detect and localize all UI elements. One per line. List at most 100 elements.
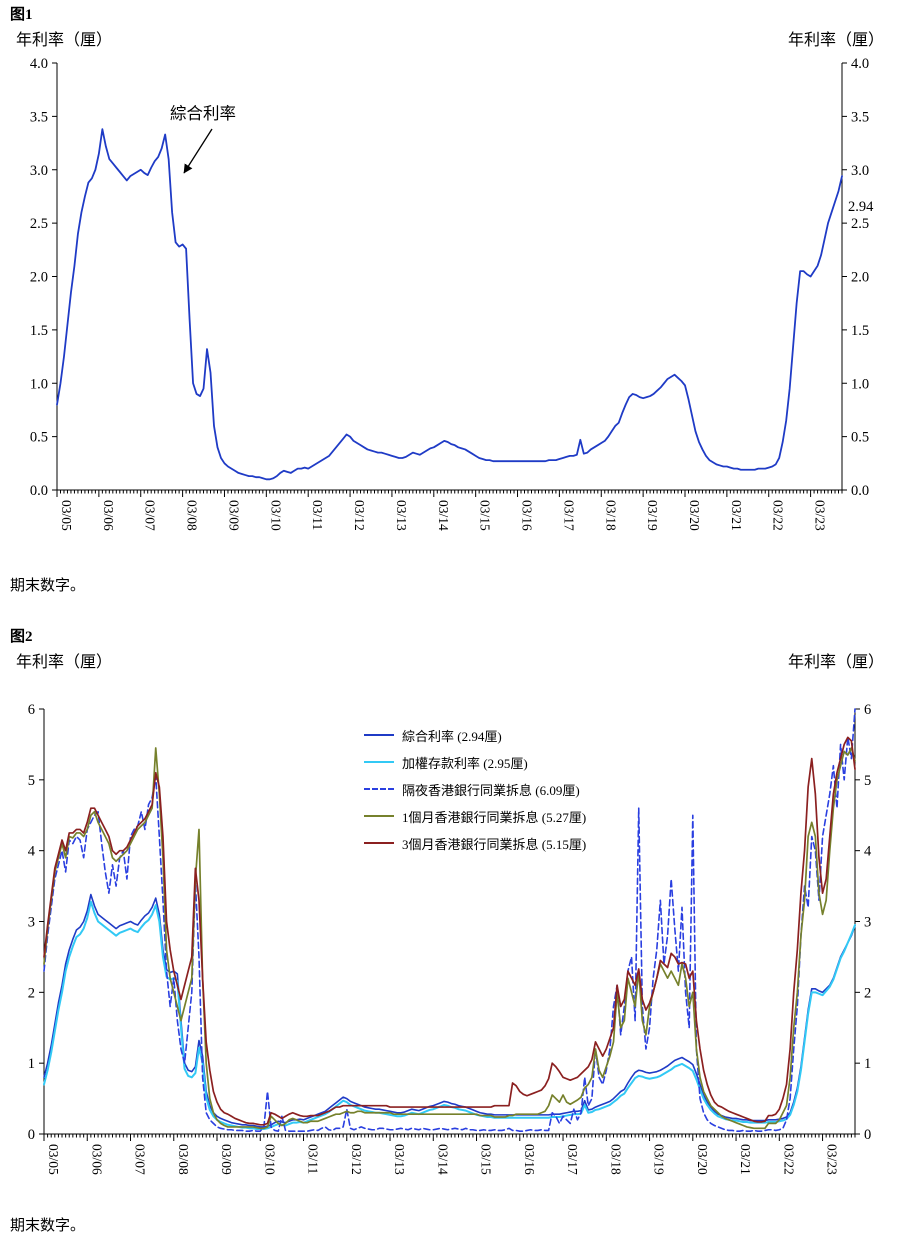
legend-line-sample: [364, 761, 394, 763]
figure1-y-axis-title-right: 年利率（厘）: [787, 32, 884, 49]
figure2-axis-titles: 年利率（厘） 年利率（厘）: [0, 653, 898, 675]
legend-line-sample: [364, 842, 394, 844]
svg-text:03/09: 03/09: [219, 1144, 234, 1175]
svg-text:2.94: 2.94: [848, 199, 874, 215]
svg-text:03/13: 03/13: [394, 500, 409, 531]
figure2-title: 图2: [10, 629, 33, 645]
svg-text:03/11: 03/11: [310, 500, 325, 530]
figure2-y-axis-title-left: 年利率（厘）: [16, 654, 113, 671]
svg-text:5: 5: [28, 773, 35, 789]
svg-text:03/23: 03/23: [825, 1144, 840, 1175]
svg-text:0.5: 0.5: [30, 430, 48, 446]
svg-text:03/07: 03/07: [143, 500, 158, 531]
svg-text:2.5: 2.5: [851, 216, 869, 232]
svg-text:3: 3: [28, 915, 35, 931]
svg-text:03/12: 03/12: [352, 500, 367, 531]
svg-text:03/22: 03/22: [771, 500, 786, 531]
svg-text:0: 0: [28, 1127, 35, 1143]
svg-text:03/14: 03/14: [435, 1144, 450, 1175]
svg-text:4: 4: [28, 844, 36, 860]
svg-text:03/10: 03/10: [262, 1144, 277, 1175]
svg-text:1: 1: [864, 1056, 871, 1072]
figure-1: 图1 年利率（厘） 年利率（厘） 0.0 0.0 0.5 0.5 1.0 1.0 1.5 1.…: [0, 6, 898, 596]
svg-text:03/17: 03/17: [565, 1144, 580, 1175]
svg-text:03/19: 03/19: [645, 500, 660, 531]
svg-text:0.5: 0.5: [851, 430, 869, 446]
svg-text:1.0: 1.0: [851, 376, 869, 392]
svg-text:03/15: 03/15: [479, 1144, 494, 1175]
figure2-footnote: 期末数字。: [10, 1218, 86, 1234]
svg-text:4.0: 4.0: [30, 56, 48, 72]
legend-item-0: 綜合利率 (2.94厘): [364, 726, 586, 744]
svg-text:0: 0: [864, 1127, 871, 1143]
svg-text:03/16: 03/16: [520, 500, 535, 531]
svg-text:綜合利率: 綜合利率: [170, 104, 236, 123]
svg-text:03/13: 03/13: [392, 1144, 407, 1175]
svg-text:03/18: 03/18: [608, 1144, 623, 1175]
svg-text:03/09: 03/09: [226, 500, 241, 531]
legend-label: 加權存款利率 (2.95厘): [402, 755, 528, 771]
figure2-plot-area: 0 0 1 1 2 2 3 3 4 4 5 5 6 6 03/05 03/06 03/07 03/08 03/09 0…: [0, 675, 898, 1187]
svg-text:2: 2: [28, 985, 35, 1001]
legend-item-3: 1個月香港銀行同業拆息 (5.27厘): [364, 807, 586, 825]
svg-text:03/20: 03/20: [695, 1144, 710, 1175]
figure1-y-axis-title-left: 年利率（厘）: [16, 32, 113, 49]
svg-text:2.5: 2.5: [30, 216, 48, 232]
svg-text:0.0: 0.0: [851, 483, 869, 499]
svg-text:03/16: 03/16: [522, 1144, 537, 1175]
svg-text:2: 2: [864, 985, 871, 1001]
svg-text:6: 6: [864, 702, 871, 718]
svg-text:6: 6: [28, 702, 35, 718]
figure1-plot-area: 0.0 0.0 0.5 0.5 1.0 1.0 1.5 1.5 2.0 2.0 2.5 2.5 3.0 3…: [0, 53, 898, 553]
svg-text:1.5: 1.5: [851, 323, 869, 339]
svg-text:03/22: 03/22: [781, 1144, 796, 1175]
svg-text:03/14: 03/14: [436, 500, 451, 531]
figure2-legend: 綜合利率 (2.94厘) 加權存款利率 (2.95厘) 隔夜香港銀行同業拆息 (6.…: [364, 726, 586, 852]
svg-text:4: 4: [864, 844, 872, 860]
svg-text:03/17: 03/17: [561, 500, 576, 531]
legend-item-2: 隔夜香港銀行同業拆息 (6.09厘): [364, 780, 586, 798]
legend-label: 隔夜香港銀行同業拆息 (6.09厘): [402, 782, 580, 798]
legend-item-1: 加權存款利率 (2.95厘): [364, 753, 586, 771]
svg-text:03/23: 03/23: [813, 500, 828, 531]
figure2-y-axis-title-right: 年利率（厘）: [787, 654, 884, 671]
legend-item-4: 3個月香港銀行同業拆息 (5.15厘): [364, 834, 586, 852]
svg-text:03/19: 03/19: [652, 1144, 667, 1175]
svg-text:03/21: 03/21: [729, 500, 744, 531]
svg-text:3.5: 3.5: [851, 109, 869, 125]
figure1-title: 图1: [10, 7, 33, 23]
svg-text:1.5: 1.5: [30, 323, 48, 339]
svg-text:03/06: 03/06: [89, 1144, 104, 1175]
svg-text:2.0: 2.0: [851, 270, 869, 286]
svg-text:2.0: 2.0: [30, 270, 48, 286]
legend-label: 綜合利率 (2.94厘): [402, 728, 502, 744]
figure-2: 图2 年利率（厘） 年利率（厘） 0 0 1 1 2 2 3 3 4 4 5 5 6 6 03/05 03/0…: [0, 628, 898, 1236]
svg-text:3.5: 3.5: [30, 109, 48, 125]
svg-text:03/10: 03/10: [268, 500, 283, 531]
legend-label: 1個月香港銀行同業拆息 (5.27厘): [402, 809, 587, 825]
legend-line-sample: [364, 788, 394, 790]
svg-text:03/06: 03/06: [101, 500, 116, 531]
svg-text:3.0: 3.0: [851, 163, 869, 179]
figure1-plot: 0.0 0.0 0.5 0.5 1.0 1.0 1.5 1.5 2.0 2.0 2.5 2.5 3.0 3…: [30, 56, 874, 531]
svg-text:03/12: 03/12: [349, 1144, 364, 1175]
figure2-plot: 0 0 1 1 2 2 3 3 4 4 5 5 6 6 03/05 03/06 03/07 03/08 03/09 0…: [28, 702, 872, 1175]
svg-text:03/18: 03/18: [603, 500, 618, 531]
svg-text:1: 1: [28, 1056, 35, 1072]
svg-text:03/05: 03/05: [59, 500, 74, 531]
svg-text:03/07: 03/07: [133, 1144, 148, 1175]
svg-text:1.0: 1.0: [30, 376, 48, 392]
svg-text:3: 3: [864, 915, 871, 931]
figure1-footnote: 期末数字。: [10, 578, 86, 594]
svg-text:5: 5: [864, 773, 871, 789]
svg-text:3.0: 3.0: [30, 163, 48, 179]
svg-text:03/05: 03/05: [46, 1144, 61, 1175]
legend-line-sample: [364, 815, 394, 817]
legend-line-sample: [364, 734, 394, 736]
svg-text:4.0: 4.0: [851, 56, 869, 72]
svg-text:0.0: 0.0: [30, 483, 48, 499]
svg-text:03/08: 03/08: [176, 1144, 191, 1175]
svg-text:03/11: 03/11: [306, 1144, 321, 1174]
svg-text:03/08: 03/08: [185, 500, 200, 531]
